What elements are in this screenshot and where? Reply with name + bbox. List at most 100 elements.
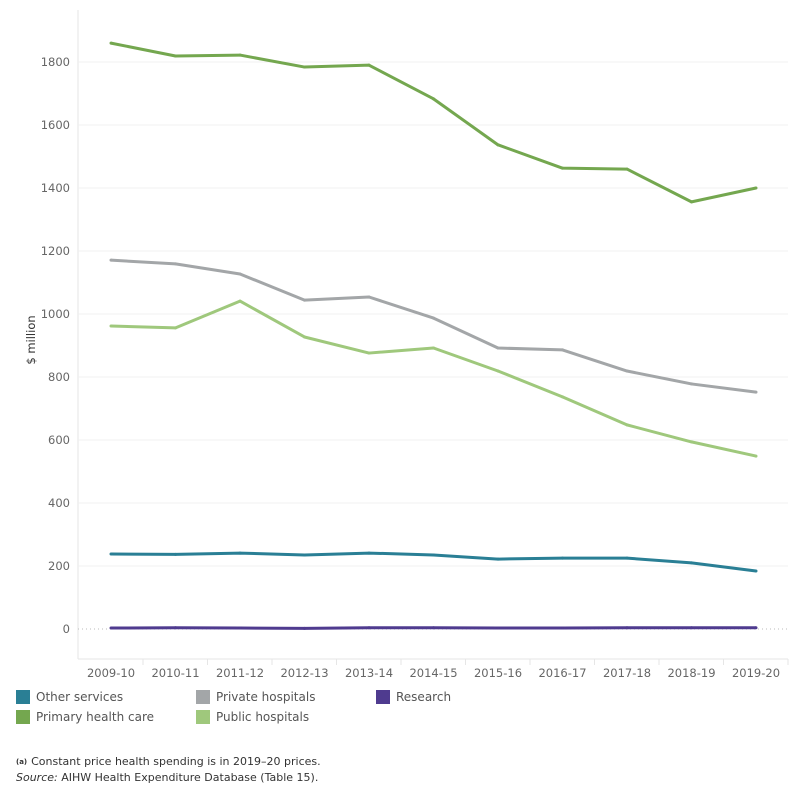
data-point-private-hospitals — [109, 258, 113, 262]
note-text: Constant price health spending is in 201… — [31, 755, 321, 768]
legend-label: Other services — [36, 690, 124, 704]
legend-item-public-hospitals[interactable]: Public hospitals — [196, 710, 309, 724]
data-point-primary-health-care — [754, 186, 758, 190]
legend-label: Public hospitals — [216, 710, 310, 724]
data-point-primary-health-care — [496, 143, 500, 147]
legend-swatch — [16, 690, 30, 704]
data-point-research — [303, 626, 306, 630]
data-point-public-hospitals — [496, 369, 500, 373]
y-axis-label: $ million — [24, 315, 38, 364]
data-point-public-hospitals — [690, 440, 693, 444]
data-point-private-hospitals — [754, 390, 758, 394]
data-point-public-hospitals — [432, 346, 435, 350]
data-point-private-hospitals — [561, 348, 564, 352]
y-tick-label: 800 — [48, 370, 70, 384]
x-tick-label: 2019-20 — [732, 666, 780, 680]
y-tick-label: 1800 — [41, 55, 70, 69]
data-point-primary-health-care — [690, 200, 693, 204]
x-tick-label: 2009-10 — [87, 666, 135, 680]
data-point-other-services — [109, 552, 113, 556]
data-point-primary-health-care — [238, 53, 242, 57]
legend: Other services Primary health care Priva… — [16, 690, 496, 730]
legend-item-private-hospitals[interactable]: Private hospitals — [196, 690, 315, 704]
data-point-private-hospitals — [690, 382, 693, 386]
y-tick-label: 1200 — [41, 244, 70, 258]
data-point-other-services — [690, 561, 693, 565]
x-tick-label: 2012-13 — [280, 666, 328, 680]
legend-swatch — [196, 710, 210, 724]
data-point-public-hospitals — [625, 423, 629, 427]
data-point-primary-health-care — [367, 63, 371, 67]
data-point-research — [496, 626, 500, 630]
legend-item-research[interactable]: Research — [376, 690, 451, 704]
data-point-other-services — [625, 556, 629, 560]
source-label: Source: — [16, 771, 58, 784]
data-point-research — [109, 626, 113, 630]
legend-label: Primary health care — [36, 710, 154, 724]
x-tick-label: 2017-18 — [603, 666, 651, 680]
data-point-research — [561, 626, 564, 630]
data-point-private-hospitals — [238, 272, 242, 276]
data-point-primary-health-care — [109, 41, 113, 45]
data-point-other-services — [432, 553, 435, 557]
data-point-private-hospitals — [625, 369, 629, 373]
data-point-other-services — [238, 551, 242, 555]
y-tick-label: 600 — [48, 433, 70, 447]
source-line: Source: AIHW Health Expenditure Database… — [16, 770, 321, 786]
legend-item-primary-health-care[interactable]: Primary health care — [16, 710, 154, 724]
y-tick-label: 200 — [48, 559, 70, 573]
note-line: (a) Constant price health spending is in … — [16, 754, 321, 770]
y-tick-label: 400 — [48, 496, 70, 510]
legend-label: Private hospitals — [216, 690, 316, 704]
data-point-other-services — [496, 557, 500, 561]
data-point-public-hospitals — [754, 454, 758, 458]
legend-swatch — [376, 690, 390, 704]
series-line-primary-health-care — [110, 41, 757, 204]
data-point-public-hospitals — [303, 335, 306, 339]
y-tick-label: 1400 — [41, 181, 70, 195]
data-point-research — [754, 626, 758, 630]
data-point-other-services — [754, 569, 758, 573]
x-tick-label: 2011-12 — [216, 666, 264, 680]
data-point-private-hospitals — [174, 262, 177, 266]
data-point-primary-health-care — [303, 65, 306, 69]
line-chart: 0 200 400 600 800 1000 1200 1400 1600 1800 2009-1… — [24, 10, 789, 680]
y-tick-label: 1000 — [41, 307, 70, 321]
y-tick-label: 0 — [63, 622, 70, 636]
data-point-research — [432, 626, 435, 630]
x-tick-label: 2010-11 — [151, 666, 199, 680]
legend-item-other-services[interactable]: Other services — [16, 690, 123, 704]
x-tick-label: 2016-17 — [538, 666, 586, 680]
data-point-private-hospitals — [367, 295, 371, 299]
data-point-research — [625, 626, 629, 630]
data-point-public-hospitals — [109, 324, 113, 328]
data-point-research — [367, 626, 371, 630]
data-point-public-hospitals — [561, 395, 564, 399]
data-point-other-services — [367, 551, 371, 555]
data-point-public-hospitals — [238, 299, 242, 303]
legend-swatch — [16, 710, 30, 724]
data-point-private-hospitals — [432, 316, 435, 320]
note-marker: (a) — [16, 758, 28, 766]
data-point-public-hospitals — [367, 351, 371, 355]
data-point-research — [238, 626, 242, 630]
x-tick-label: 2014-15 — [409, 666, 457, 680]
legend-swatch — [196, 690, 210, 704]
data-point-research — [174, 626, 177, 630]
data-point-primary-health-care — [174, 54, 177, 58]
x-tick-label: 2018-19 — [667, 666, 715, 680]
data-point-public-hospitals — [174, 326, 177, 330]
footnotes: (a) Constant price health spending is in … — [16, 754, 321, 786]
source-text: AIHW Health Expenditure Database (Table … — [57, 771, 319, 784]
series-line-private-hospitals — [110, 258, 757, 394]
data-point-primary-health-care — [625, 167, 629, 171]
data-point-primary-health-care — [561, 166, 564, 170]
legend-label: Research — [396, 690, 452, 704]
data-point-private-hospitals — [303, 298, 306, 302]
data-point-other-services — [174, 552, 177, 556]
y-tick-label: 1600 — [41, 118, 70, 132]
x-tick-label: 2015-16 — [474, 666, 522, 680]
data-point-other-services — [561, 556, 564, 560]
x-tick-label: 2013-14 — [345, 666, 393, 680]
data-point-research — [690, 626, 693, 630]
